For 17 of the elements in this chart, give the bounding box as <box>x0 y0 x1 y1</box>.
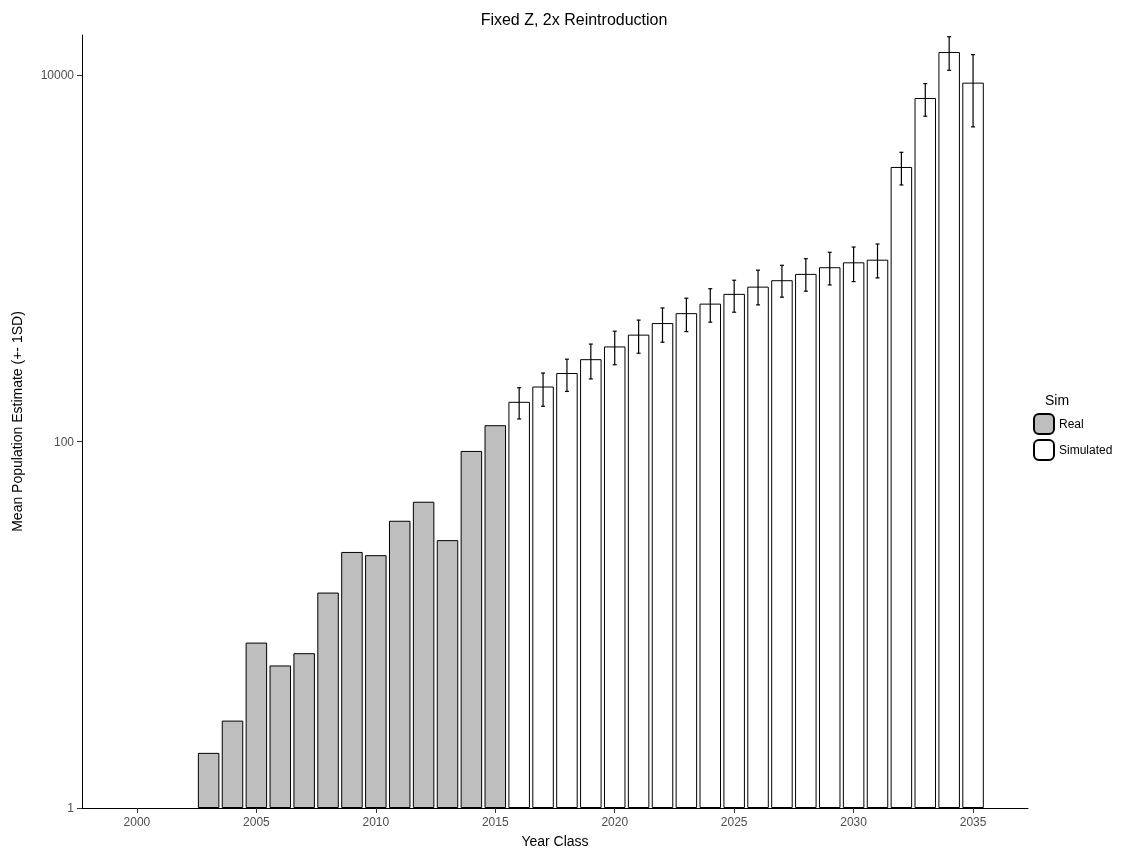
legend-label: Real <box>1059 417 1084 431</box>
x-tick-label: 2030 <box>840 815 868 829</box>
y-tick-label: 100 <box>53 434 75 449</box>
legend-label: Simulated <box>1059 443 1113 457</box>
x-tick-label: 2005 <box>243 815 271 829</box>
x-tick-label: 2025 <box>720 815 748 829</box>
chart-title: Fixed Z, 2x Reintroduction <box>480 10 668 28</box>
x-tick-label: 2035 <box>959 815 987 829</box>
y-tick-label: 10000 <box>40 68 75 83</box>
x-tick-label: 2000 <box>123 815 151 829</box>
y-axis-title: Mean Population Estimate (+- 1SD) <box>9 311 25 532</box>
x-tick-label: 2015 <box>481 815 509 829</box>
x-tick-label: 2010 <box>362 815 390 829</box>
x-tick-label: 2020 <box>601 815 629 829</box>
x-axis-title: Year Class <box>521 833 589 849</box>
legend-title: Sim <box>1045 392 1070 408</box>
y-tick-label: 1 <box>67 801 75 815</box>
